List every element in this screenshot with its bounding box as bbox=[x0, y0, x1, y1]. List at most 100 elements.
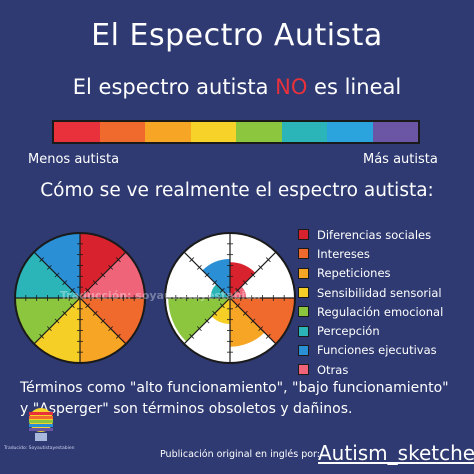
wheel-tick bbox=[108, 264, 114, 270]
full-spectrum-wheel bbox=[14, 232, 146, 364]
legend: Diferencias sociales Intereses Repeticione… bbox=[298, 225, 443, 379]
wheel-tick bbox=[204, 272, 210, 278]
translator-logo bbox=[29, 408, 53, 441]
wheel-sector bbox=[202, 259, 230, 298]
wheel-tick bbox=[69, 287, 75, 293]
wheel-tick bbox=[108, 326, 114, 332]
wheel-tick bbox=[235, 303, 241, 309]
wheel-tick bbox=[85, 287, 91, 293]
wheel-tick bbox=[250, 272, 256, 278]
wheel-tick bbox=[100, 318, 106, 324]
wheel-tick bbox=[212, 280, 218, 286]
spectrum-bar-segment bbox=[372, 122, 418, 142]
legend-item: Diferencias sociales bbox=[298, 225, 443, 244]
wheel-tick bbox=[115, 257, 121, 263]
wheel-sector bbox=[34, 298, 80, 363]
wheel-tick bbox=[85, 303, 91, 309]
wheel-tick bbox=[250, 318, 256, 324]
wheel-tick bbox=[62, 310, 68, 316]
wheel-tick bbox=[39, 333, 45, 339]
page-title: El Espectro Autista bbox=[91, 18, 383, 53]
wheel-tick bbox=[204, 318, 210, 324]
spectrum-bar-segment bbox=[281, 122, 327, 142]
logo-stripe bbox=[29, 420, 53, 423]
spectrum-bar-segment bbox=[236, 122, 282, 142]
wheel-sector bbox=[80, 298, 126, 363]
wheel-sector bbox=[230, 298, 265, 347]
legend-swatch bbox=[298, 248, 309, 260]
wheel-tick bbox=[212, 310, 218, 316]
wheel-tick bbox=[196, 264, 202, 270]
legend-label: Percepción bbox=[317, 324, 380, 339]
wheel-sector bbox=[230, 286, 247, 298]
wheel-tick bbox=[46, 264, 52, 270]
subtitle-end: es lineal bbox=[307, 75, 402, 99]
wheel-tick bbox=[92, 280, 98, 286]
wheel-tick bbox=[235, 287, 241, 293]
wheel-tick bbox=[115, 333, 121, 339]
legend-item: Sensibilidad sensorial bbox=[298, 283, 443, 302]
wheel-sector bbox=[168, 298, 230, 342]
wheel-sector bbox=[80, 233, 126, 298]
wheel-sector bbox=[34, 233, 80, 298]
subtitle-highlight: NO bbox=[275, 75, 308, 99]
wheel-tick bbox=[92, 310, 98, 316]
wheel-sector bbox=[15, 298, 80, 344]
legend-item: Funciones ejecutivas bbox=[298, 341, 443, 360]
wheel-tick bbox=[62, 280, 68, 286]
section-heading: Cómo se ve realmente el espectro autista… bbox=[40, 180, 434, 201]
logo-caption: Traducido: Soyautistayestabien bbox=[4, 446, 75, 451]
spectrum-bar-segment bbox=[54, 122, 100, 142]
wheel-sector bbox=[15, 252, 80, 298]
spectrum-bar-segment bbox=[327, 122, 373, 142]
wheel-tick bbox=[265, 257, 271, 263]
legend-swatch bbox=[298, 267, 309, 279]
subtitle-start: El espectro autista bbox=[72, 75, 276, 99]
wheel-sector bbox=[210, 284, 230, 298]
legend-swatch bbox=[298, 364, 309, 376]
linear-spectrum-bar bbox=[52, 120, 420, 144]
wheel-tick bbox=[265, 333, 271, 339]
wheel-tick bbox=[189, 333, 195, 339]
logo-stripe bbox=[29, 424, 53, 427]
wheel-tick bbox=[242, 280, 248, 286]
subtitle: El espectro autista NO es lineal bbox=[0, 75, 474, 99]
legend-swatch bbox=[298, 306, 309, 318]
legend-label: Diferencias sociales bbox=[317, 227, 432, 242]
author-handle: Autism_sketches bbox=[318, 441, 474, 465]
wheel-tick bbox=[258, 264, 264, 270]
legend-item: Percepción bbox=[298, 321, 443, 340]
wheel-tick bbox=[242, 310, 248, 316]
legend-swatch bbox=[298, 229, 309, 241]
wheel-tick bbox=[219, 287, 225, 293]
legend-item: Regulación emocional bbox=[298, 302, 443, 321]
wheel-tick bbox=[69, 303, 75, 309]
wheel-sector bbox=[211, 298, 230, 324]
wheel-sector bbox=[80, 298, 145, 344]
legend-label: Intereses bbox=[317, 246, 370, 261]
legend-label: Repeticiones bbox=[317, 266, 391, 281]
legend-swatch bbox=[298, 344, 309, 356]
wheel-sector bbox=[80, 252, 145, 298]
legend-swatch bbox=[298, 325, 309, 337]
legend-label: Sensibilidad sensorial bbox=[317, 285, 442, 300]
logo-base bbox=[35, 433, 47, 441]
spectrum-bar-segment bbox=[190, 122, 236, 142]
legend-label: Otras bbox=[317, 362, 349, 377]
disclaimer-text: Términos como "alto funcionamiento", "ba… bbox=[20, 380, 449, 417]
logo-stripe bbox=[29, 412, 53, 415]
wheel-tick bbox=[39, 257, 45, 263]
legend-swatch bbox=[298, 287, 309, 299]
wheel-tick bbox=[46, 326, 52, 332]
legend-item: Intereses bbox=[298, 244, 443, 263]
wheel-sector bbox=[230, 298, 295, 344]
wheel-tick bbox=[189, 257, 195, 263]
wheel-tick bbox=[54, 318, 60, 324]
logo-stripe bbox=[29, 428, 53, 431]
wheel-tick bbox=[196, 326, 202, 332]
spectrum-bar-segment bbox=[99, 122, 145, 142]
credit-text: Publicación original en inglés por: bbox=[160, 449, 320, 460]
less-autistic-label: Menos autista bbox=[28, 152, 120, 167]
spectrum-bar-segment bbox=[145, 122, 191, 142]
wheel-tick bbox=[258, 326, 264, 332]
